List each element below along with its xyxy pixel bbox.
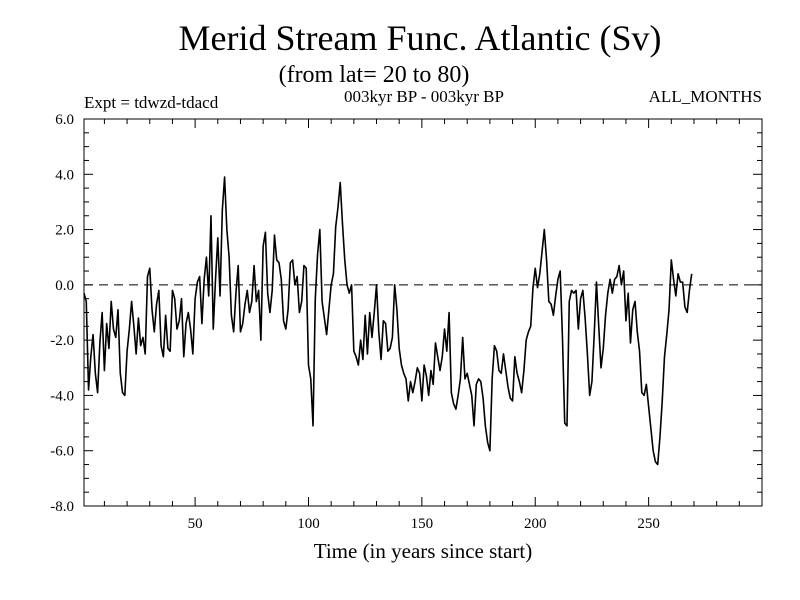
y-tick-label: 6.0 — [55, 112, 74, 128]
x-tick-label: 100 — [297, 516, 320, 532]
x-axis-label: Time (in years since start) — [314, 539, 533, 563]
chart-title: Merid Stream Func. Atlantic (Sv) — [179, 18, 662, 58]
y-tick-label: 0.0 — [55, 278, 74, 294]
chart-subtitle: (from lat= 20 to 80) — [279, 62, 470, 88]
y-tick-label: 2.0 — [55, 223, 74, 239]
info-left: Expt = tdwzd-tdacd — [84, 93, 219, 112]
y-tick-label: 4.0 — [55, 167, 74, 183]
x-tick-label: 250 — [637, 516, 660, 532]
y-tick-label: -8.0 — [50, 499, 74, 515]
x-tick-label: 200 — [524, 516, 547, 532]
y-tick-label: -4.0 — [50, 388, 74, 404]
info-center: 003kyr BP - 003kyr BP — [344, 87, 504, 106]
y-tick-label: -2.0 — [50, 333, 74, 349]
x-tick-label: 150 — [411, 516, 434, 532]
x-tick-label: 50 — [188, 516, 203, 532]
series-line — [83, 176, 693, 466]
info-right: ALL_MONTHS — [649, 87, 762, 106]
y-tick-label: -6.0 — [50, 444, 74, 460]
plot-frame — [83, 118, 763, 507]
